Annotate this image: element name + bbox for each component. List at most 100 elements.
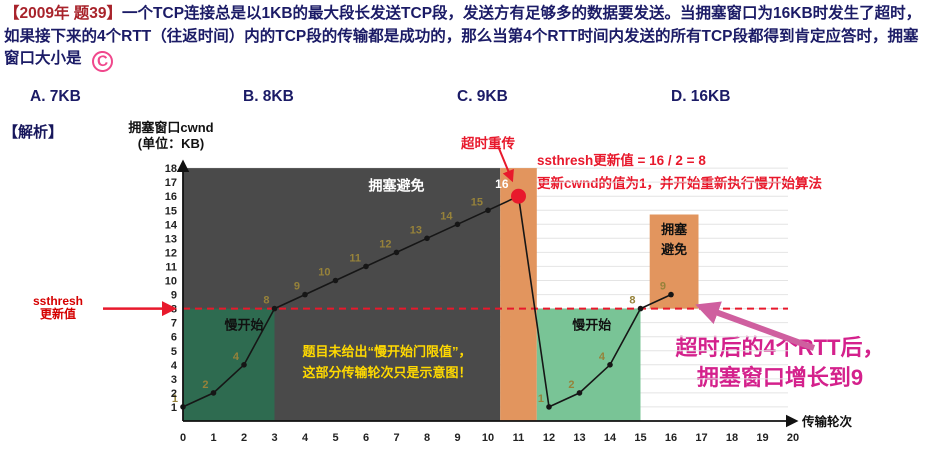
- point-value-label: 16: [495, 177, 509, 191]
- point-value-label: 9: [294, 281, 300, 293]
- y-tick-label: 12: [165, 247, 177, 259]
- y-tick-label: 10: [165, 276, 177, 288]
- x-tick-label: 1: [210, 432, 216, 444]
- region-label: 拥塞: [661, 222, 688, 237]
- ssthresh-side-line1: ssthresh: [32, 294, 84, 308]
- region-label: 拥塞避免: [369, 178, 425, 194]
- point-value-label: 8: [629, 295, 635, 307]
- data-point: [637, 305, 644, 312]
- analysis-label: 【解析】: [3, 124, 64, 141]
- data-point: [363, 263, 369, 270]
- ssthresh-side-line2: 更新值: [39, 307, 76, 321]
- timeout-drop-line: [517, 196, 550, 408]
- x-tick-label: 6: [363, 432, 369, 444]
- data-point: [393, 249, 400, 256]
- region-timeout-band: [500, 168, 537, 421]
- timeout-retransmit-label: 超时重传: [461, 136, 515, 151]
- option-d: D. 16KB: [671, 88, 731, 105]
- x-axis-label: 传输轮次: [801, 414, 853, 429]
- timeout-arrow: [497, 145, 514, 183]
- y-tick-label: 5: [171, 346, 177, 358]
- ssthresh-update-note-line2: 更新cwnd的值为1，并开始重新执行慢开始算法: [537, 176, 823, 191]
- timeout-point: [511, 188, 526, 204]
- series-before-timeout: [182, 195, 519, 408]
- question-tag: 【2009年 题39】: [4, 5, 123, 22]
- ssthresh-update-note-line1: ssthresh更新值 = 16 / 2 = 8: [537, 153, 706, 168]
- x-tick-label: 0: [180, 432, 186, 444]
- ssthresh-update-note: ssthresh更新值 = 16 / 2 = 8 更新cwnd的值为1，并开始重…: [537, 149, 822, 195]
- point-value-label: 9: [660, 281, 666, 293]
- region-slow-start-2: [536, 308, 641, 421]
- y-tick-label: 3: [171, 374, 177, 386]
- x-tick-label: 15: [634, 432, 646, 444]
- x-tick-label: 17: [695, 432, 707, 444]
- option-a: A. 7KB: [30, 88, 81, 105]
- point-value-label: 1: [172, 393, 178, 405]
- point-value-label: 2: [202, 379, 208, 391]
- x-tick-label: 9: [454, 432, 460, 444]
- point-value-label: 2: [568, 379, 574, 391]
- x-tick-label: 20: [787, 432, 799, 444]
- result-callout-line1: 超时后的4个RTT后，: [675, 335, 885, 360]
- y-tick-label: 9: [171, 290, 177, 302]
- x-tick-label: 12: [543, 432, 555, 444]
- x-tick-label: 5: [332, 432, 338, 444]
- data-point: [454, 221, 461, 228]
- data-point: [576, 390, 583, 396]
- point-value-label: 8: [263, 295, 269, 307]
- yellow-note-line: 题目未给出“慢开始门限值”，: [302, 344, 471, 359]
- data-point: [332, 277, 339, 284]
- data-point: [271, 305, 278, 312]
- ssthresh-side-label: ssthresh 更新值: [20, 295, 96, 321]
- y-tick-label: 6: [171, 332, 177, 344]
- data-point: [485, 207, 491, 214]
- x-tick-label: 8: [424, 432, 430, 444]
- data-point: [668, 291, 674, 298]
- x-tick-label: 10: [482, 432, 494, 444]
- y-axis-title-line1: 拥塞窗口cwnd: [128, 120, 214, 135]
- data-point: [302, 291, 308, 298]
- y-axis-title-line2: (单位：KB): [137, 136, 205, 151]
- x-tick-label: 7: [393, 432, 399, 444]
- data-point: [607, 362, 613, 368]
- point-value-label: 4: [599, 351, 606, 363]
- y-tick-label: 14: [165, 219, 178, 231]
- x-tick-label: 19: [756, 432, 768, 444]
- y-tick-label: 13: [165, 233, 177, 245]
- x-tick-label: 3: [271, 432, 277, 444]
- y-tick-label: 2: [171, 388, 177, 400]
- region-label: 慢开始: [224, 318, 263, 333]
- region-label: 慢开始: [572, 318, 611, 333]
- point-value-label: 4: [233, 351, 240, 363]
- region-cong-avoid-2: [649, 214, 699, 309]
- y-axis-title: 拥塞窗口cwnd (单位：KB): [112, 120, 230, 152]
- y-tick-label: 15: [165, 205, 177, 217]
- y-tick-label: 18: [165, 163, 177, 175]
- data-point: [241, 362, 247, 368]
- region-slow-start-1: [183, 308, 275, 421]
- x-tick-label: 18: [726, 432, 738, 444]
- point-value-label: 15: [471, 196, 483, 208]
- data-point: [546, 404, 552, 410]
- point-value-label: 1: [538, 393, 544, 405]
- x-tick-label: 16: [665, 432, 677, 444]
- x-tick-label: 11: [513, 432, 525, 444]
- x-tick-label: 2: [241, 432, 247, 444]
- option-c: C. 9KB: [457, 88, 508, 105]
- option-b: B. 8KB: [243, 88, 294, 105]
- y-tick-label: 4: [171, 360, 178, 372]
- question-body: 一个TCP连接总是以1KB的最大段长发送TCP段，发送方有足够多的数据要发送。当…: [4, 5, 922, 67]
- answer-circle: C: [90, 49, 114, 74]
- region-label: 避免: [661, 242, 687, 257]
- point-value-label: 12: [379, 238, 391, 250]
- result-arrow: [695, 301, 816, 351]
- data-point: [210, 390, 217, 396]
- yellow-note-line: 这部分传输轮次只是示意图！: [302, 365, 471, 380]
- result-callout-line2: 拥塞窗口增长到9: [696, 365, 864, 390]
- y-tick-label: 1: [171, 402, 177, 414]
- y-tick-label: 17: [165, 177, 177, 189]
- point-value-label: 11: [349, 252, 361, 264]
- y-tick-label: 7: [171, 318, 177, 330]
